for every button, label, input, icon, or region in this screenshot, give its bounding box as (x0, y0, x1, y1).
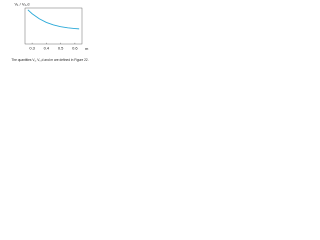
x-tick-label: 0.6 (72, 46, 78, 51)
x-tick-label: 0.4 (44, 46, 50, 51)
x-tick-label: 0.3 (29, 46, 35, 51)
x-tick-label: 0.5 (58, 46, 64, 51)
x-axis-label: m (85, 46, 89, 51)
line (27, 9, 80, 30)
chart: V₁ / V₀,d m The quantities V₁, V₀,d and … (11, 2, 89, 62)
y-axis-label: V₁ / V₀,d (14, 2, 29, 7)
plot-frame (24, 7, 83, 45)
caption: The quantities V₁, V₀,d and m are define… (11, 58, 88, 62)
